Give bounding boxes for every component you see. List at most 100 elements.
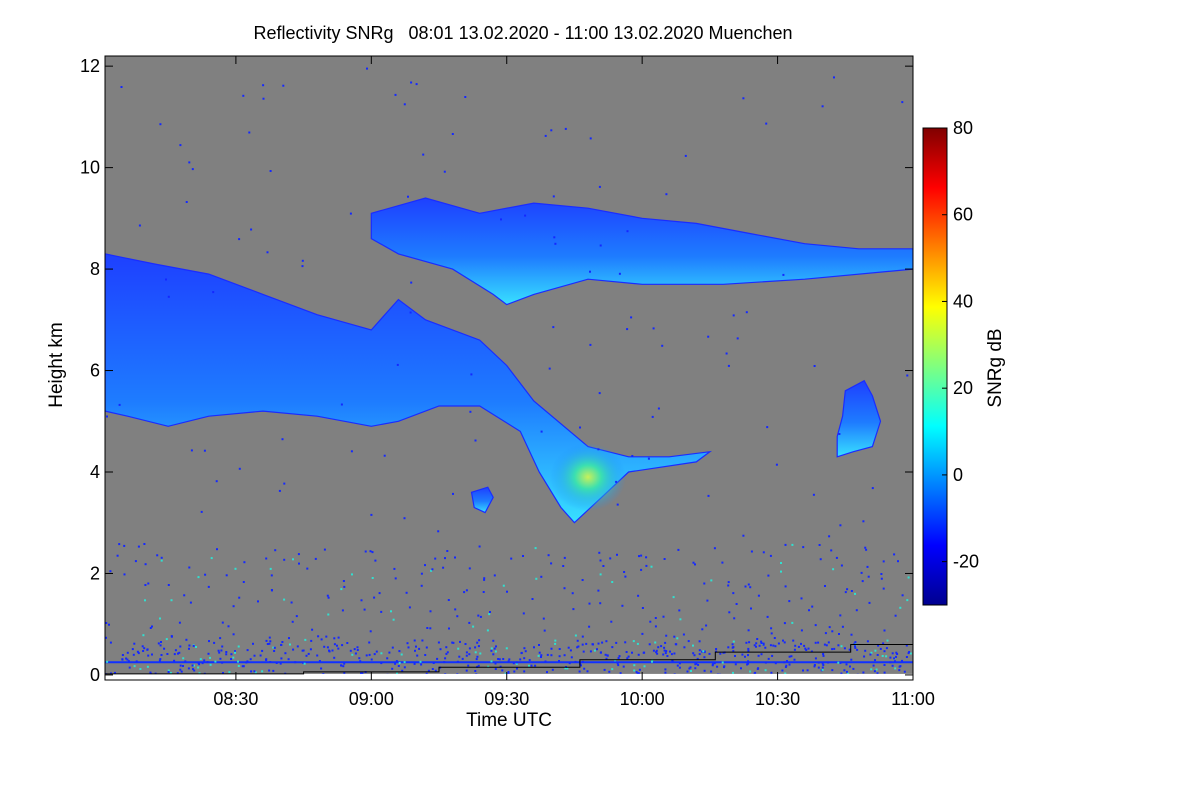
clutter-pixel [392,618,395,621]
clutter-pixel [840,672,843,675]
clutter-pixel [623,571,626,573]
clutter-pixel [678,662,681,665]
clutter-pixel [698,653,701,656]
clutter-pixel [425,646,428,649]
speckle-pixel [524,214,527,217]
clutter-pixel [766,615,769,618]
x-tick-label: 08:30 [213,689,258,709]
speckle-pixel [652,327,655,330]
clutter-pixel [637,594,640,597]
clutter-pixel [727,584,730,587]
clutter-pixel [722,651,725,654]
clutter-pixel [535,577,538,580]
clutter-pixel [270,574,273,577]
clutter-pixel [617,664,620,667]
clutter-pixel [106,660,109,663]
clutter-pixel [373,596,376,599]
clutter-pixel [508,658,511,661]
clutter-pixel [636,642,639,645]
speckle-pixel [665,193,668,196]
clutter-pixel [711,664,714,667]
clutter-pixel [800,597,803,600]
clutter-pixel [283,558,286,561]
clutter-pixel [894,660,896,663]
clutter-pixel [599,559,602,562]
plot-content [105,67,913,680]
clutter-pixel [570,656,573,659]
clutter-pixel [618,655,621,658]
clutter-pixel [165,638,168,641]
speckle-pixel [415,83,418,86]
clutter-pixel [694,663,697,666]
clutter-pixel [698,640,701,643]
clutter-pixel [686,670,689,673]
clutter-pixel [493,647,496,650]
clutter-pixel [444,657,447,660]
clutter-pixel [731,643,734,646]
clutter-pixel [310,639,313,642]
clutter-pixel [143,543,146,545]
clutter-pixel [434,557,437,560]
clutter-pixel [793,648,796,651]
clutter-pixel [456,615,459,618]
speckle-pixel [651,415,654,418]
y-tick-label: 12 [80,56,100,76]
clutter-pixel [540,575,543,578]
speckle-pixel [540,430,543,433]
speckle-pixel [383,454,386,457]
clutter-pixel [327,596,330,599]
clutter-pixel [447,599,450,601]
clutter-pixel [429,610,432,613]
clutter-pixel [342,665,345,668]
x-axis-label: Time UTC [466,710,552,731]
speckle-pixel [120,86,123,88]
speckle-pixel [266,251,269,254]
clutter-pixel [242,665,245,668]
speckle-pixel [589,270,591,273]
clutter-pixel [530,664,533,667]
clutter-pixel [365,654,368,657]
clutter-pixel [551,668,554,671]
clutter-pixel [516,667,518,670]
clutter-pixel [361,672,364,675]
clutter-pixel [209,663,212,666]
clutter-pixel [546,671,548,674]
clutter-pixel [640,554,643,557]
clutter-pixel [157,642,160,645]
clutter-pixel [486,629,489,632]
clutter-pixel [813,664,816,666]
speckle-pixel [500,218,502,221]
clutter-pixel [855,609,858,612]
speckle-pixel [862,520,865,523]
clutter-pixel [147,654,150,657]
clutter-pixel [874,659,876,662]
clutter-pixel [170,599,173,602]
clutter-pixel [487,665,490,668]
clutter-pixel [502,584,505,587]
clutter-pixel [353,648,356,651]
clutter-pixel [877,644,880,647]
clutter-pixel [273,650,276,652]
clutter-pixel [713,662,716,665]
clutter-pixel [640,568,643,571]
clutter-pixel [427,669,430,672]
clutter-pixel [445,646,448,649]
speckle-pixel [765,122,768,125]
clutter-pixel [492,653,495,656]
clutter-pixel [343,671,346,674]
clutter-pixel [673,635,676,638]
clutter-pixel [864,649,867,652]
clutter-pixel [655,649,658,652]
speckle-pixel [727,364,730,367]
below-ground-strip [105,673,913,680]
speckle-pixel [550,129,553,132]
clutter-pixel [762,551,765,554]
speckle-pixel [474,439,477,442]
clutter-pixel [146,665,149,668]
clutter-pixel [123,573,126,576]
clutter-pixel [600,651,602,654]
clutter-pixel [716,665,719,668]
clutter-pixel [243,561,246,564]
clutter-pixel [687,640,690,643]
